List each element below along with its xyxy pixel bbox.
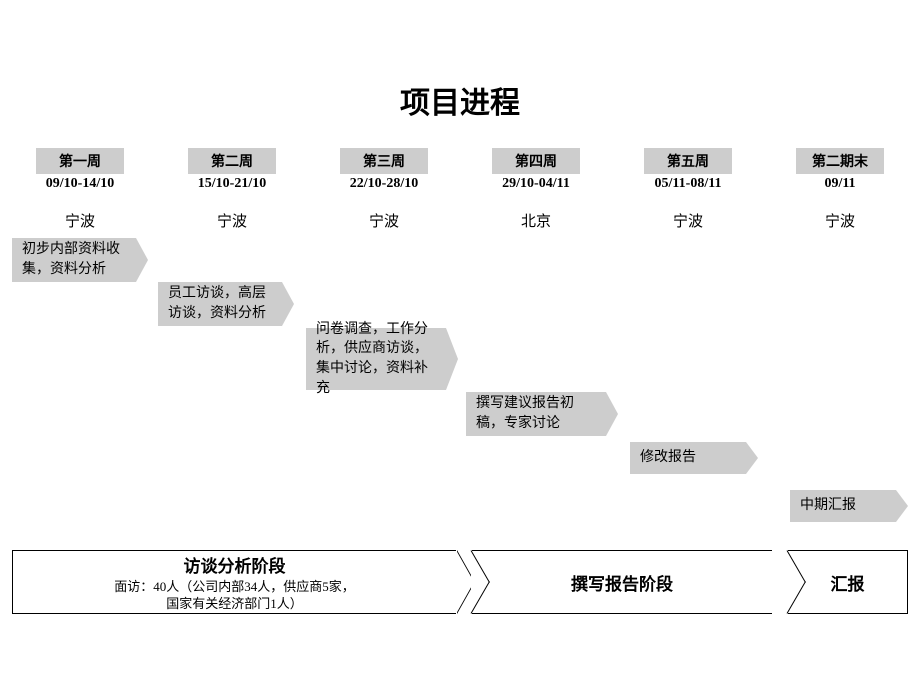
week-label: 第四周 bbox=[492, 148, 580, 174]
step-box-6: 中期汇报 bbox=[790, 490, 896, 522]
week-label: 第二周 bbox=[188, 148, 276, 174]
phase-box-2: 撰写报告阶段 bbox=[472, 550, 772, 614]
city-label: 宁波 bbox=[369, 210, 399, 231]
phase-subtitle: 面访：40人（公司内部34人，供应商5家，国家有关经济部门1人） bbox=[114, 579, 355, 613]
week-label: 第三周 bbox=[340, 148, 428, 174]
week-label: 第五周 bbox=[644, 148, 732, 174]
phase-box-1: 访谈分析阶段面访：40人（公司内部34人，供应商5家，国家有关经济部门1人） bbox=[12, 550, 456, 614]
step-box-3: 问卷调查，工作分析，供应商访谈，集中讨论，资料补充 bbox=[306, 328, 446, 390]
page-title: 项目进程 bbox=[0, 78, 920, 122]
step-box-5: 修改报告 bbox=[630, 442, 746, 474]
week-col-5: 第五周 05/11-08/11 宁波 bbox=[618, 148, 758, 231]
week-col-6: 第二期末 09/11 宁波 bbox=[770, 148, 910, 231]
date-label: 15/10-21/10 bbox=[198, 176, 266, 192]
phase-box-3: 汇报 bbox=[788, 550, 908, 614]
step-box-1: 初步内部资料收集，资料分析 bbox=[12, 238, 136, 282]
week-col-1: 第一周 09/10-14/10 宁波 bbox=[10, 148, 150, 231]
week-col-2: 第二周 15/10-21/10 宁波 bbox=[162, 148, 302, 231]
phase-title: 汇报 bbox=[831, 570, 865, 595]
city-label: 宁波 bbox=[65, 210, 95, 231]
week-header-row: 第一周 09/10-14/10 宁波 第二周 15/10-21/10 宁波 第三… bbox=[10, 148, 910, 231]
date-label: 05/11-08/11 bbox=[655, 176, 722, 192]
date-label: 22/10-28/10 bbox=[350, 176, 418, 192]
phase-title: 撰写报告阶段 bbox=[571, 570, 673, 595]
date-label: 09/11 bbox=[824, 176, 855, 192]
week-label: 第二期末 bbox=[796, 148, 884, 174]
week-col-4: 第四周 29/10-04/11 北京 bbox=[466, 148, 606, 231]
date-label: 29/10-04/11 bbox=[502, 176, 570, 192]
step-box-4: 撰写建议报告初稿，专家讨论 bbox=[466, 392, 606, 436]
step-box-2: 员工访谈，高层访谈，资料分析 bbox=[158, 282, 282, 326]
city-label: 北京 bbox=[521, 210, 551, 231]
city-label: 宁波 bbox=[217, 210, 247, 231]
city-label: 宁波 bbox=[825, 210, 855, 231]
phase-title: 访谈分析阶段 bbox=[184, 552, 286, 577]
date-label: 09/10-14/10 bbox=[46, 176, 114, 192]
phase-row: 访谈分析阶段面访：40人（公司内部34人，供应商5家，国家有关经济部门1人） 撰写… bbox=[12, 550, 910, 614]
week-label: 第一周 bbox=[36, 148, 124, 174]
city-label: 宁波 bbox=[673, 210, 703, 231]
week-col-3: 第三周 22/10-28/10 宁波 bbox=[314, 148, 454, 231]
